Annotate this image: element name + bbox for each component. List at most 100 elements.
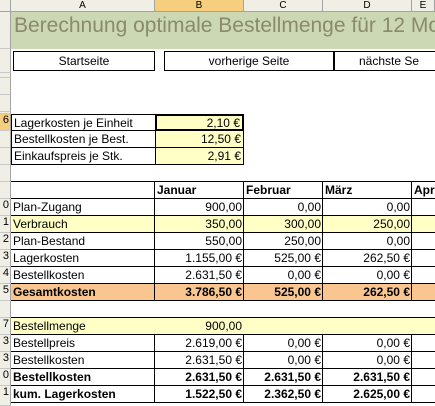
table1-total-cell[interactable] [412,284,435,301]
table1-border [11,249,435,250]
table2-cell[interactable]: 2.625,00 € [353,387,410,401]
row-header[interactable]: 5 [0,284,11,301]
table1-cell[interactable]: 0,00 € [287,268,321,282]
table1-cell[interactable]: 0,00 € [376,268,410,282]
table1-border [11,266,435,267]
table1-border [11,198,435,199]
row-header[interactable]: 7 [0,318,11,335]
table1-cell[interactable]: 0,00 [297,200,321,214]
table1-cell[interactable]: 250,00 [323,216,412,233]
month-header-january: Januar [157,183,197,197]
table2-border [11,385,435,386]
table1-cell[interactable]: 525,00 € [274,251,321,265]
table1-border [11,283,435,284]
table2-label-bestellpreis: Bestellpreis [13,336,76,350]
table2-cell[interactable]: 2.362,50 € [264,387,321,401]
table2-border [11,368,435,369]
row-header[interactable]: 3 [0,352,11,369]
next-page-button[interactable]: nächste Se [334,51,435,71]
row-header[interactable] [0,148,11,165]
column-header-e[interactable]: E [412,0,435,12]
table2-cell[interactable]: 2.631,50 € [185,353,242,367]
table1-cell[interactable]: 262,50 € [363,251,410,265]
table2-cell[interactable]: 2.631,50 € [264,370,321,384]
row-header[interactable] [0,49,11,73]
row-header[interactable] [0,165,11,182]
table2-cell[interactable] [323,318,412,335]
row-header[interactable] [0,95,11,112]
table1-cell[interactable]: 900,00 [205,200,242,214]
row-header[interactable]: 0 [0,199,11,216]
table2-vline [243,334,244,403]
table1-label-bestellkosten: Bestellkosten [13,268,85,282]
table2-border-bottom [11,402,435,403]
table1-cell[interactable]: 0,00 [386,234,410,248]
row-header[interactable] [0,78,11,95]
param-value-price[interactable]: 2,91 € [155,148,244,165]
table1-cell[interactable]: 1.155,00 € [185,251,242,265]
row-header[interactable]: 3 [0,335,11,352]
table2-cell[interactable] [244,318,323,335]
table1-vline [411,181,412,301]
row-header[interactable]: 0 [0,369,11,386]
column-header-c[interactable]: C [244,0,323,12]
row-header[interactable]: 4 [0,267,11,284]
param-value-order[interactable]: 12,50 € [155,131,244,148]
column-header-d[interactable]: D [323,0,412,12]
table1-cell[interactable]: 300,00 [244,216,323,233]
row-header[interactable]: 2 [0,233,11,250]
table1-border [11,232,435,233]
table1-vline [154,181,155,301]
select-all-corner[interactable] [0,0,11,12]
table1-cell[interactable]: 0,00 [386,200,410,214]
row-header[interactable] [0,112,11,114]
table2-cell[interactable]: 900,00 [155,318,244,335]
param-value-storage[interactable]: 2,10 € [155,114,244,131]
table1-total-cell[interactable]: 3.786,50 € [155,284,244,301]
row-header[interactable] [0,131,11,148]
table1-vline [243,181,244,301]
column-header-b[interactable]: B [155,0,244,12]
table2-cell[interactable] [412,318,435,335]
table2-label-bestellkosten-cum: Bestellkosten [13,370,92,384]
table1-cell[interactable]: 250,00 [284,234,321,248]
table1-cell[interactable]: 2.631,50 € [185,268,242,282]
table2-cell[interactable]: 2.631,50 € [185,370,242,384]
table2-cell[interactable]: 0,00 € [287,336,321,350]
table1-cell[interactable]: 350,00 [155,216,244,233]
row-header[interactable] [0,301,11,318]
table2-cell[interactable]: 1.522,50 € [185,387,242,401]
row-header-selected[interactable]: 6 [0,114,11,131]
row-header[interactable] [0,12,11,49]
table2-border [11,351,435,352]
month-header-february: Februar [246,183,291,197]
previous-page-button[interactable]: vorherige Seite [164,51,334,71]
row-header[interactable]: 1 [0,386,11,406]
row-header[interactable]: 1 [0,216,11,233]
table1-border-top [11,181,435,182]
table1-border-bottom [11,300,435,301]
table2-border-top [11,317,435,318]
row-header[interactable] [0,73,11,78]
table1-cell[interactable]: 550,00 [205,234,242,248]
row-header[interactable] [0,182,11,199]
table2-cell[interactable]: 2.619,00 € [185,336,242,350]
title-band [11,12,435,49]
month-header-march: März [325,183,353,197]
param-label-price: Einkaufspreis je Stk. [11,148,155,165]
table1-label-plan-bestand: Plan-Bestand [13,234,86,248]
table2-cell[interactable]: 2.631,50 € [353,370,410,384]
table1-total-cell[interactable]: 262,50 € [323,284,412,301]
table1-cell[interactable] [412,216,435,233]
table2-label-kum-lagerkosten: kum. Lagerkosten [13,387,116,401]
month-header-april: Apr [414,183,435,197]
table1-total-cell[interactable]: 525,00 € [244,284,323,301]
start-page-button[interactable]: Startseite [13,51,155,71]
table2-cell[interactable]: 0,00 € [376,336,410,350]
table2-cell[interactable]: 0,00 € [287,353,321,367]
column-header-a[interactable]: A [11,0,155,12]
table2-cell[interactable]: 0,00 € [376,353,410,367]
table2-vline [411,334,412,403]
row-header[interactable]: 3 [0,250,11,267]
